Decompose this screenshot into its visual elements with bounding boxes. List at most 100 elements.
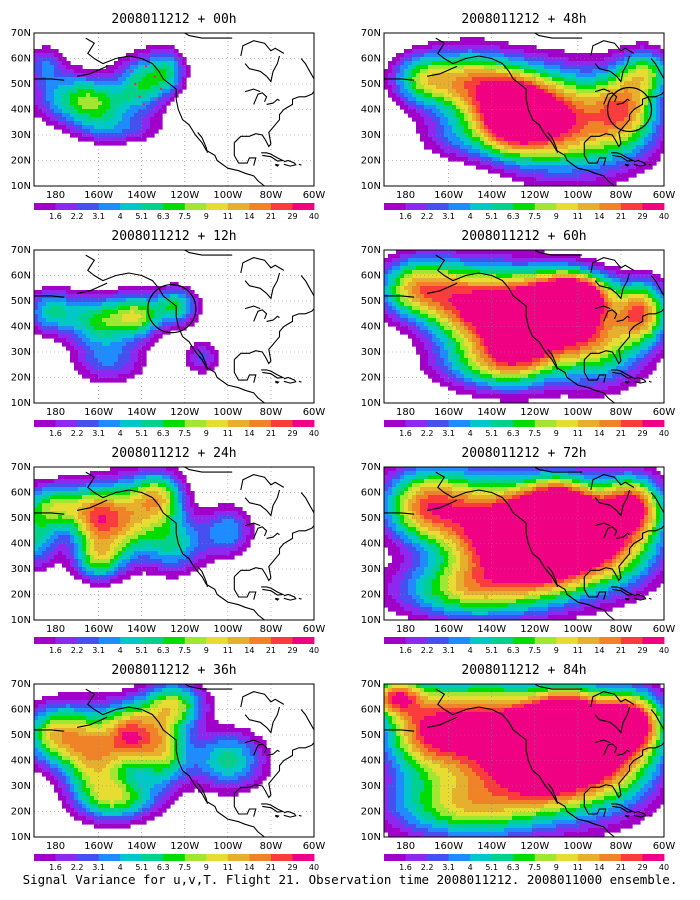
- variance-field: [384, 684, 664, 837]
- colorbar-label: 6.3: [157, 429, 170, 438]
- colorbar-label: 4: [118, 429, 123, 438]
- coastline: [384, 250, 664, 403]
- grid: [384, 467, 664, 620]
- target-circle: [606, 86, 653, 133]
- flight-track-point: [155, 98, 158, 101]
- colorbar-label: 11: [223, 429, 233, 438]
- panel-title: 2008011212 + 00h: [111, 12, 236, 27]
- colorbar-label: 2.2: [71, 646, 84, 655]
- lon-tick-label: 140W: [477, 624, 506, 635]
- lon-tick-label: 60W: [653, 407, 676, 418]
- colorbar-label: 29: [637, 863, 647, 872]
- lat-tick-label: 10N: [11, 181, 31, 192]
- colorbar-label: 9: [204, 429, 209, 438]
- colorbar-swatch: [577, 854, 600, 861]
- lon-tick-label: 60W: [303, 841, 326, 852]
- colorbar-swatch: [556, 637, 579, 644]
- grid: [34, 467, 314, 620]
- colorbar-swatch: [292, 637, 315, 644]
- lat-tick-label: 20N: [11, 156, 31, 167]
- colorbar-swatch: [620, 420, 643, 427]
- lat-tick-label: 30N: [361, 130, 381, 141]
- colorbar-label: 3.1: [442, 429, 455, 438]
- colorbar-label: 14: [244, 646, 254, 655]
- panel-title: 2008011212 + 60h: [461, 229, 586, 244]
- lon-tick-label: 60W: [303, 624, 326, 635]
- lat-tick-label: 60N: [361, 271, 381, 282]
- colorbar-swatch: [405, 637, 428, 644]
- lon-tick-label: 80W: [260, 841, 283, 852]
- lon-tick-label: 80W: [610, 407, 633, 418]
- lon-tick-label: 180: [396, 407, 415, 418]
- colorbar-label: 14: [594, 646, 604, 655]
- lat-tick-label: 30N: [361, 347, 381, 358]
- plot-frame: [33, 32, 315, 187]
- coastline: [384, 684, 664, 837]
- colorbar-label: 11: [573, 863, 583, 872]
- colorbar-label: 4: [118, 863, 123, 872]
- lat-tick-label: 20N: [11, 590, 31, 601]
- lon-tick-label: 80W: [260, 624, 283, 635]
- colorbar-swatch: [34, 420, 56, 427]
- colorbar-label: 6.3: [157, 646, 170, 655]
- colorbar-swatch: [163, 854, 186, 861]
- plot-frame: [383, 249, 665, 404]
- colorbar-swatch: [470, 420, 493, 427]
- colorbar-label: 21: [616, 429, 626, 438]
- flight-track-point: [144, 64, 148, 68]
- lat-tick-label: 20N: [361, 590, 381, 601]
- lon-tick-label: 180: [46, 841, 65, 852]
- colorbar-label: 3.1: [442, 863, 455, 872]
- lon-tick-label: 100W: [213, 841, 242, 852]
- colorbar-swatch: [448, 203, 471, 210]
- colorbar-swatch: [556, 854, 579, 861]
- colorbar-swatch: [120, 637, 143, 644]
- colorbar-label: 7.5: [528, 646, 541, 655]
- colorbar-swatch: [206, 854, 229, 861]
- lon-tick-label: 140W: [127, 407, 156, 418]
- lat-tick-label: 40N: [361, 539, 381, 550]
- colorbar-label: 9: [554, 212, 559, 221]
- lon-tick-label: 120W: [520, 624, 549, 635]
- colorbar-swatch: [577, 203, 600, 210]
- lat-tick-label: 20N: [11, 373, 31, 384]
- colorbar-label: 11: [573, 212, 583, 221]
- colorbar-swatch: [405, 854, 428, 861]
- colorbar-label: 9: [554, 429, 559, 438]
- colorbar-label: 14: [594, 212, 604, 221]
- colorbar-label: 9: [204, 212, 209, 221]
- colorbar-swatch: [384, 854, 406, 861]
- colorbar-label: 7.5: [528, 212, 541, 221]
- plot-frame: [383, 466, 665, 621]
- lon-tick-label: 180: [396, 190, 415, 201]
- colorbar-label: 21: [616, 212, 626, 221]
- colorbar-swatch: [141, 854, 164, 861]
- lon-tick-label: 100W: [563, 407, 592, 418]
- colorbar-swatch: [491, 203, 514, 210]
- colorbar-label: 5.1: [135, 212, 148, 221]
- colorbar-swatch: [98, 203, 121, 210]
- panel-title: 2008011212 + 48h: [461, 12, 586, 27]
- colorbar-swatch: [405, 203, 428, 210]
- colorbar-label: 3.1: [92, 863, 105, 872]
- colorbar-swatch: [642, 637, 665, 644]
- lat-tick-label: 60N: [361, 54, 381, 65]
- lat-tick-label: 70N: [11, 245, 31, 256]
- lat-tick-label: 40N: [361, 105, 381, 116]
- colorbar-label: 2.2: [421, 212, 434, 221]
- lat-tick-label: 30N: [361, 781, 381, 792]
- lat-tick-label: 70N: [11, 28, 31, 39]
- colorbar-label: 40: [659, 429, 669, 438]
- lat-tick-label: 10N: [11, 832, 31, 843]
- colorbar-label: 11: [573, 429, 583, 438]
- colorbar-swatch: [534, 420, 557, 427]
- panel-title: 2008011212 + 84h: [461, 663, 586, 678]
- grid: [384, 33, 664, 186]
- lat-tick-label: 10N: [361, 398, 381, 409]
- lon-tick-label: 80W: [610, 841, 633, 852]
- colorbar-swatch: [513, 203, 536, 210]
- coastline: [34, 250, 314, 403]
- colorbar-swatch: [77, 420, 100, 427]
- colorbar-swatch: [599, 854, 622, 861]
